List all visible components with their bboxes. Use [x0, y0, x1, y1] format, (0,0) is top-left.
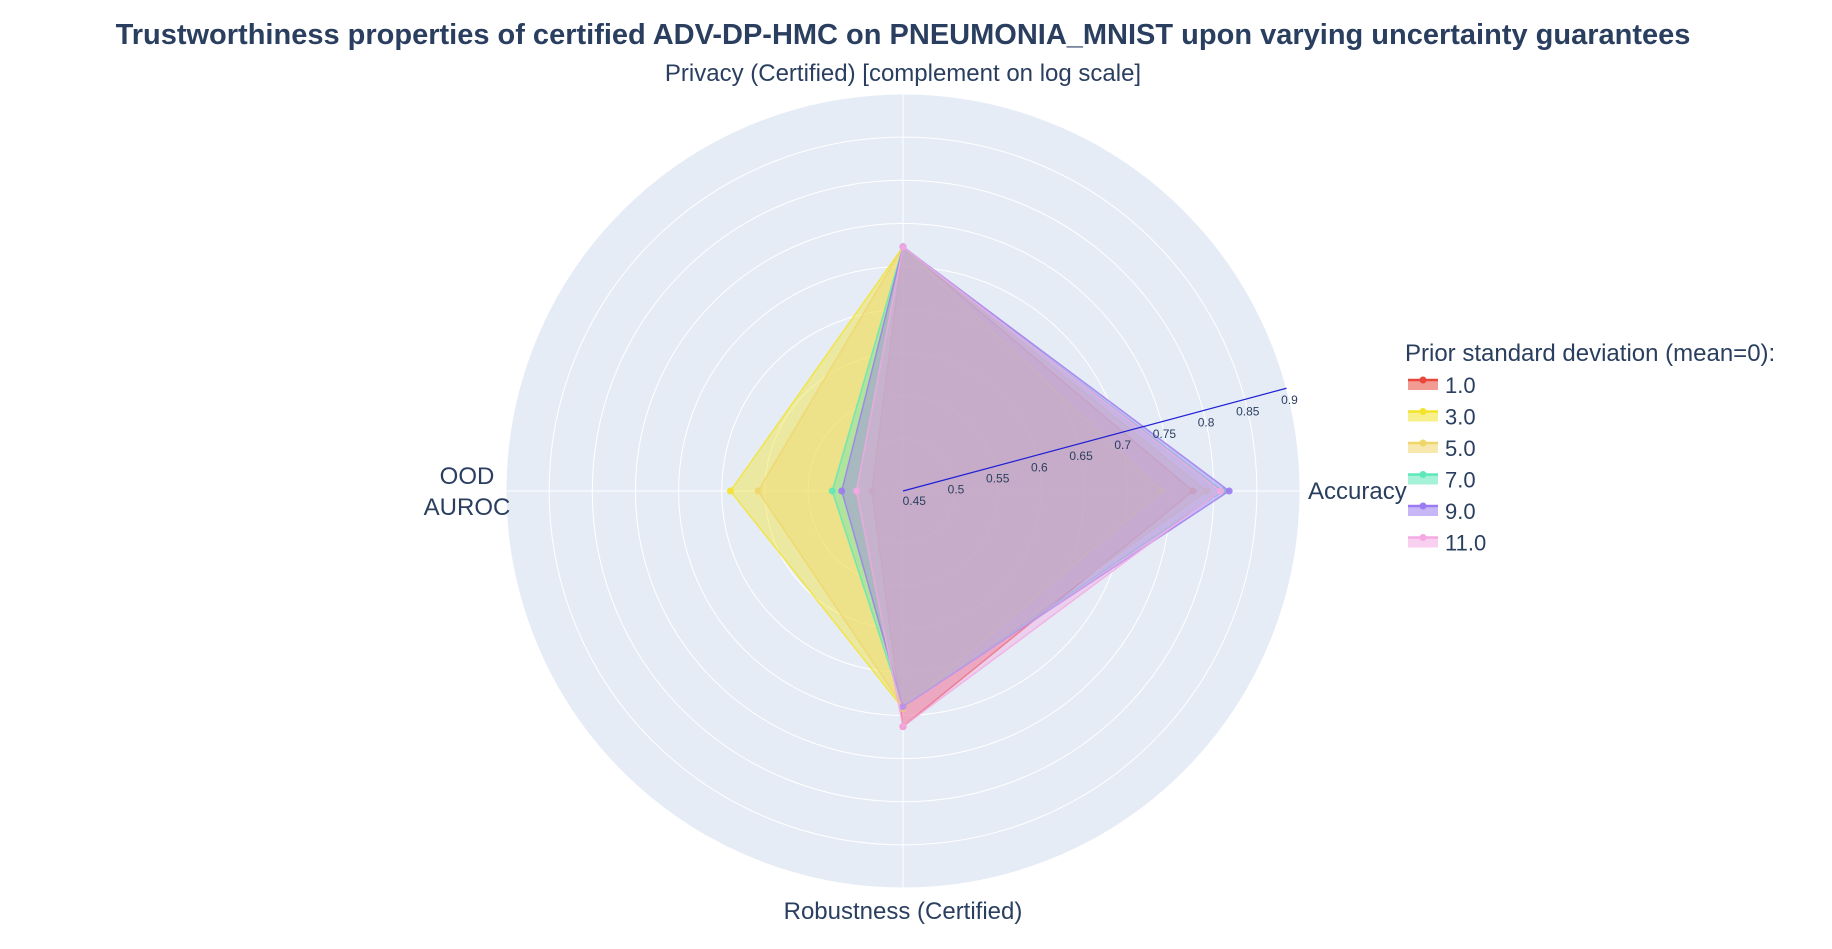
legend-swatch [1408, 380, 1438, 390]
legend-marker [1419, 534, 1427, 541]
legend-title: Prior standard deviation (mean=0): [1405, 340, 1775, 367]
data-point [1225, 487, 1233, 495]
legend-marker [1419, 376, 1427, 384]
legend-marker [1419, 439, 1427, 447]
data-point [754, 487, 762, 495]
legend-item-5.0[interactable]: 5.0 [1408, 436, 1476, 461]
data-point [1203, 487, 1211, 495]
legend-label: 5.0 [1445, 436, 1476, 461]
radial-tick-label: 0.65 [1069, 449, 1093, 463]
chart-title: Trustworthiness properties of certified … [116, 19, 1691, 51]
data-point [1217, 487, 1225, 495]
radial-tick-label: 0.9 [1281, 393, 1298, 407]
data-point [1189, 487, 1197, 495]
axis-label-0: Accuracy [1308, 478, 1407, 505]
legend-item-1.0[interactable]: 1.0 [1408, 373, 1476, 398]
axis-label-2: OOD AUROC [424, 463, 511, 521]
radial-tick-label: 0.55 [986, 471, 1010, 485]
radial-tick-label: 0.8 [1198, 416, 1215, 430]
legend-label: 3.0 [1445, 405, 1476, 430]
radial-axis-line [902, 387, 1287, 492]
axis-label-1: Privacy (Certified) [complement on log s… [665, 60, 1141, 87]
legend-marker [1419, 408, 1427, 415]
data-point [838, 487, 846, 495]
legend-swatch [1408, 506, 1438, 516]
data-point [899, 723, 907, 731]
legend-swatch [1408, 411, 1438, 422]
series-11.0 [852, 243, 1225, 731]
radial-tick-label: 0.6 [1031, 460, 1048, 474]
angular-axis-labels: Accuracy Privacy (Certified) [complement … [424, 60, 1407, 925]
legend-label: 7.0 [1445, 468, 1476, 493]
legend-swatch [1408, 474, 1438, 485]
legend: Prior standard deviation (mean=0): 1.0 3.0… [1405, 340, 1775, 556]
legend-swatch [1408, 443, 1438, 453]
legend-marker [1419, 471, 1427, 478]
legend-label: 9.0 [1445, 499, 1476, 524]
series-9.0 [838, 243, 1233, 711]
legend-swatch [1408, 537, 1438, 548]
data-point [1158, 487, 1166, 495]
axis-label-3: Robustness (Certified) [784, 898, 1023, 925]
radial-axis: 0.45 0.5 0.55 0.6 0.65 0.7 0.75 0.8 0.85 0.9 [902, 387, 1298, 508]
data-point [899, 243, 907, 251]
legend-item-7.0[interactable]: 7.0 [1408, 468, 1476, 493]
legend-item-9.0[interactable]: 9.0 [1408, 499, 1476, 524]
polar-grid [505, 93, 1301, 889]
legend-label: 1.0 [1445, 373, 1476, 398]
radial-tick-label: 0.5 [948, 483, 965, 497]
data-point [828, 487, 836, 495]
radial-tick-label: 0.75 [1153, 427, 1177, 441]
radial-tick-label: 0.7 [1114, 438, 1131, 452]
legend-item-3.0[interactable]: 3.0 [1408, 405, 1476, 430]
radial-tick-label: 0.85 [1236, 404, 1260, 418]
data-point [899, 703, 907, 711]
series-3.0 [726, 243, 1166, 712]
legend-label: 11.0 [1445, 531, 1486, 556]
data-point [852, 487, 860, 495]
data-point [868, 487, 876, 495]
series-layer [726, 243, 1233, 731]
radial-tick-label: 0.45 [903, 494, 927, 508]
data-point [726, 487, 734, 495]
legend-marker [1419, 502, 1427, 510]
legend-item-11.0[interactable]: 11.0 [1408, 531, 1486, 556]
